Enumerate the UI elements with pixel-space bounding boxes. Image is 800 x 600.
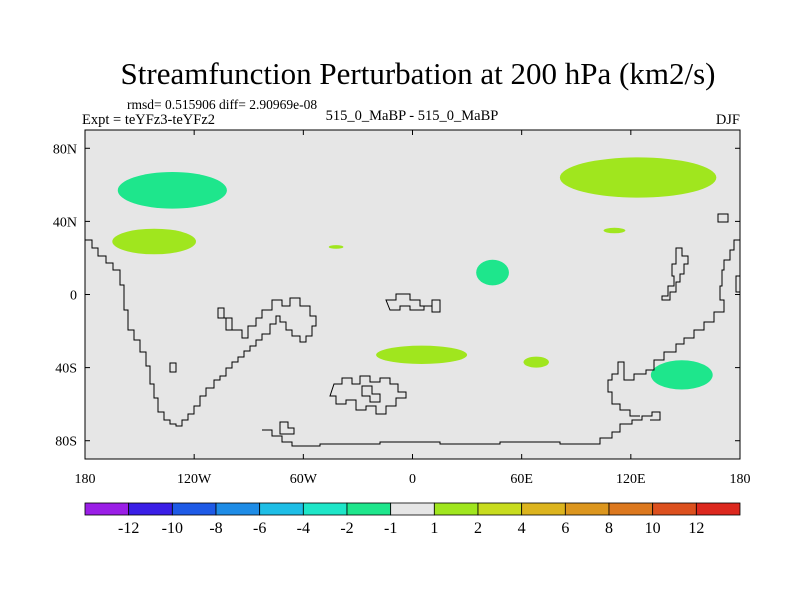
y-tick-label: 80S <box>55 435 77 450</box>
chart-title: Streamfunction Perturbation at 200 hPa (… <box>121 56 716 91</box>
green-speck-atlantic <box>328 245 344 249</box>
colorbar-swatch <box>477 502 523 516</box>
colorbar-swatch <box>259 502 304 516</box>
cyan-blob-arabia <box>476 259 509 286</box>
colorbar: -12 -10 -8 -6 -4 -2 -1 1 2 4 6 8 10 12 <box>84 502 741 537</box>
coastline-antarctica <box>262 411 661 447</box>
coastline-east <box>607 239 740 417</box>
coastline-africa <box>385 293 441 313</box>
y-tick-label: 0 <box>70 289 77 304</box>
colorbar-swatch <box>346 502 392 516</box>
cyan-blob-south-australia <box>650 360 713 390</box>
green-blob-siberia <box>559 157 717 198</box>
colorbar-swatch <box>390 502 435 516</box>
contour-regions <box>112 157 717 390</box>
x-tick-label: 60W <box>290 472 318 487</box>
colorbar-label: 6 <box>561 520 569 537</box>
cyan-blob-north-pacific <box>117 172 227 209</box>
colorbar-label: 8 <box>605 520 613 537</box>
colorbar-swatch <box>215 502 261 516</box>
colorbar-swatch <box>564 502 610 516</box>
x-tick-label: 180 <box>75 472 96 487</box>
expt-label: Expt = teYFz3-teYFz2 <box>82 112 215 128</box>
colorbar-swatch <box>695 502 741 516</box>
colorbar-label: -10 <box>162 520 183 537</box>
x-tick-label: 60E <box>510 472 533 487</box>
coastline-americas <box>85 239 317 427</box>
colorbar-swatch <box>433 502 479 516</box>
colorbar-label: -1 <box>384 520 397 537</box>
coastline-south-island <box>169 362 177 373</box>
colorbar-swatch <box>84 502 130 516</box>
green-blob-south-atlantic <box>376 345 468 364</box>
colorbar-swatch <box>171 502 217 516</box>
colorbar-swatch <box>521 502 566 516</box>
x-tick-label: 120E <box>616 472 646 487</box>
coastline-antarctic-peninsula <box>279 421 295 435</box>
colorbar-label: 2 <box>474 520 482 537</box>
colorbar-label: 12 <box>688 520 704 537</box>
y-tick-label: 40N <box>53 215 77 230</box>
map-axes: 180 120W 60W 0 60E 120E 180 80N 40N 0 40S 80S <box>53 130 751 487</box>
colorbar-label: -6 <box>253 520 266 537</box>
y-tick-label: 40S <box>55 362 77 377</box>
x-tick-label: 0 <box>409 472 416 487</box>
case-label: 515_0_MaBP - 515_0_MaBP <box>326 108 499 124</box>
colorbar-swatch <box>608 502 654 516</box>
colorbar-label: -8 <box>209 520 222 537</box>
green-speck-pacific-35n <box>603 227 626 234</box>
colorbar-label: -2 <box>340 520 353 537</box>
green-blob-pacific-30n <box>112 228 196 255</box>
green-blob-indian-ocean <box>523 356 549 368</box>
y-tick-label: 80N <box>53 142 77 157</box>
colorbar-label: -4 <box>297 520 310 537</box>
map-plot <box>84 129 741 460</box>
colorbar-label: -12 <box>118 520 139 537</box>
colorbar-swatch <box>302 502 348 516</box>
coastline-south-africa-inner <box>361 385 381 403</box>
coastline <box>85 213 740 447</box>
coastline-far-east <box>735 275 740 293</box>
season-label: DJF <box>716 112 740 128</box>
colorbar-label: 10 <box>645 520 661 537</box>
x-tick-label: 120W <box>177 472 212 487</box>
colorbar-label: 1 <box>430 520 438 537</box>
coastline-south-africa <box>329 375 407 415</box>
x-tick-label: 180 <box>730 472 751 487</box>
colorbar-swatch <box>652 502 697 516</box>
colorbar-swatch <box>128 502 173 516</box>
coastline-north-island <box>717 213 729 223</box>
coastline-asia-islands <box>661 247 689 301</box>
stats-label: rmsd= 0.515906 diff= 2.90969e-08 <box>127 97 317 112</box>
colorbar-label: 4 <box>518 520 526 537</box>
